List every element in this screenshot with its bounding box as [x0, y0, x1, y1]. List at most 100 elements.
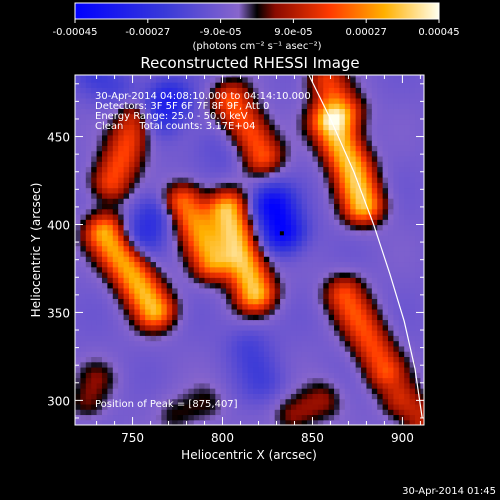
heat-cell: [317, 277, 324, 284]
heat-cell: [220, 192, 227, 199]
heat-cell: [247, 319, 254, 326]
heat-cell: [371, 97, 378, 104]
heat-cell: [355, 282, 362, 289]
heat-cell: [285, 372, 292, 379]
heat-cell: [377, 298, 384, 305]
heat-cell: [350, 113, 357, 120]
heat-cell: [388, 340, 395, 347]
heat-cell: [355, 335, 362, 342]
heat-cell: [344, 366, 351, 373]
heat-cell: [317, 124, 324, 131]
heat-cell: [290, 235, 297, 241]
info-line-energy: Energy Range: 25.0 - 50.0 keV: [95, 111, 248, 122]
heat-cell: [366, 414, 373, 421]
heat-cell: [204, 129, 211, 136]
heat-cell: [361, 414, 368, 421]
heat-cell: [188, 229, 195, 236]
heat-cell: [139, 271, 146, 278]
heat-cell: [209, 208, 216, 215]
heat-cell: [339, 361, 346, 368]
heat-cell: [139, 177, 146, 183]
heat-cell: [344, 161, 351, 168]
heat-cell: [204, 409, 211, 416]
heat-cell: [193, 340, 200, 347]
heat-cell: [145, 82, 152, 88]
heat-cell: [209, 166, 216, 173]
heat-cell: [290, 155, 297, 162]
heat-cell: [285, 87, 292, 94]
heat-cell: [161, 372, 168, 379]
heat-cell: [247, 92, 254, 99]
heat-cell: [361, 150, 368, 157]
heat-cell: [182, 76, 189, 83]
heat-cell: [388, 213, 395, 220]
heat-cell: [409, 393, 416, 400]
heat-cell: [107, 124, 114, 131]
heat-cell: [388, 293, 395, 299]
heat-cell: [377, 198, 384, 204]
heat-cell: [393, 171, 400, 178]
heat-cell: [296, 124, 303, 131]
heat-cell: [253, 192, 260, 199]
heat-cell: [209, 192, 216, 199]
heat-cell: [96, 108, 103, 115]
heat-cell: [415, 192, 422, 199]
heat-cell: [388, 419, 395, 425]
heat-cell: [393, 118, 400, 125]
heat-cell: [215, 113, 222, 120]
heat-cell: [404, 414, 411, 421]
heat-cell: [242, 324, 249, 331]
heat-cell: [85, 377, 92, 384]
heat-cell: [415, 266, 422, 273]
heat-cell: [96, 266, 103, 273]
heat-cell: [101, 92, 108, 99]
heat-cell: [409, 203, 416, 210]
heat-cell: [112, 166, 119, 173]
heat-cell: [409, 287, 416, 294]
heat-cell: [388, 103, 395, 110]
heat-cell: [253, 118, 260, 125]
heat-cell: [128, 177, 135, 183]
heat-cell: [269, 298, 276, 305]
heat-cell: [296, 187, 303, 194]
heat-cell: [382, 335, 389, 342]
heat-cell: [107, 403, 114, 410]
heat-cell: [393, 97, 400, 104]
heat-cell: [199, 113, 206, 120]
heat-cell: [80, 287, 87, 294]
heat-cell: [296, 372, 303, 379]
heat-cell: [420, 282, 424, 289]
heat-cell: [215, 303, 222, 310]
heat-cell: [393, 261, 400, 268]
heat-cell: [377, 76, 384, 83]
heat-cell: [393, 108, 400, 115]
heat-cell: [296, 97, 303, 104]
heat-cell: [415, 203, 422, 210]
heat-cell: [258, 340, 265, 347]
heat-cell: [161, 319, 168, 326]
heat-cell: [371, 166, 378, 173]
heat-cell: [166, 229, 173, 236]
heat-cell: [236, 235, 243, 241]
heat-cell: [96, 356, 103, 363]
heat-cell: [312, 108, 319, 115]
heat-cell: [393, 372, 400, 379]
heat-cell: [188, 134, 195, 141]
heat-cell: [134, 382, 141, 389]
heat-cell: [280, 351, 287, 358]
heat-cell: [317, 82, 324, 88]
heat-cell: [398, 113, 405, 120]
heat-cell: [209, 213, 216, 220]
heat-cell: [150, 140, 157, 146]
heat-cell: [220, 308, 227, 315]
heat-cell: [231, 261, 238, 268]
heat-cell: [301, 103, 308, 110]
heat-cell: [285, 118, 292, 125]
heat-cell: [301, 145, 308, 152]
heat-cell: [317, 140, 324, 146]
heat-cell: [220, 82, 227, 88]
heat-cell: [123, 219, 130, 226]
heat-cell: [85, 361, 92, 368]
heat-cell: [128, 150, 135, 157]
heat-cell: [398, 361, 405, 368]
